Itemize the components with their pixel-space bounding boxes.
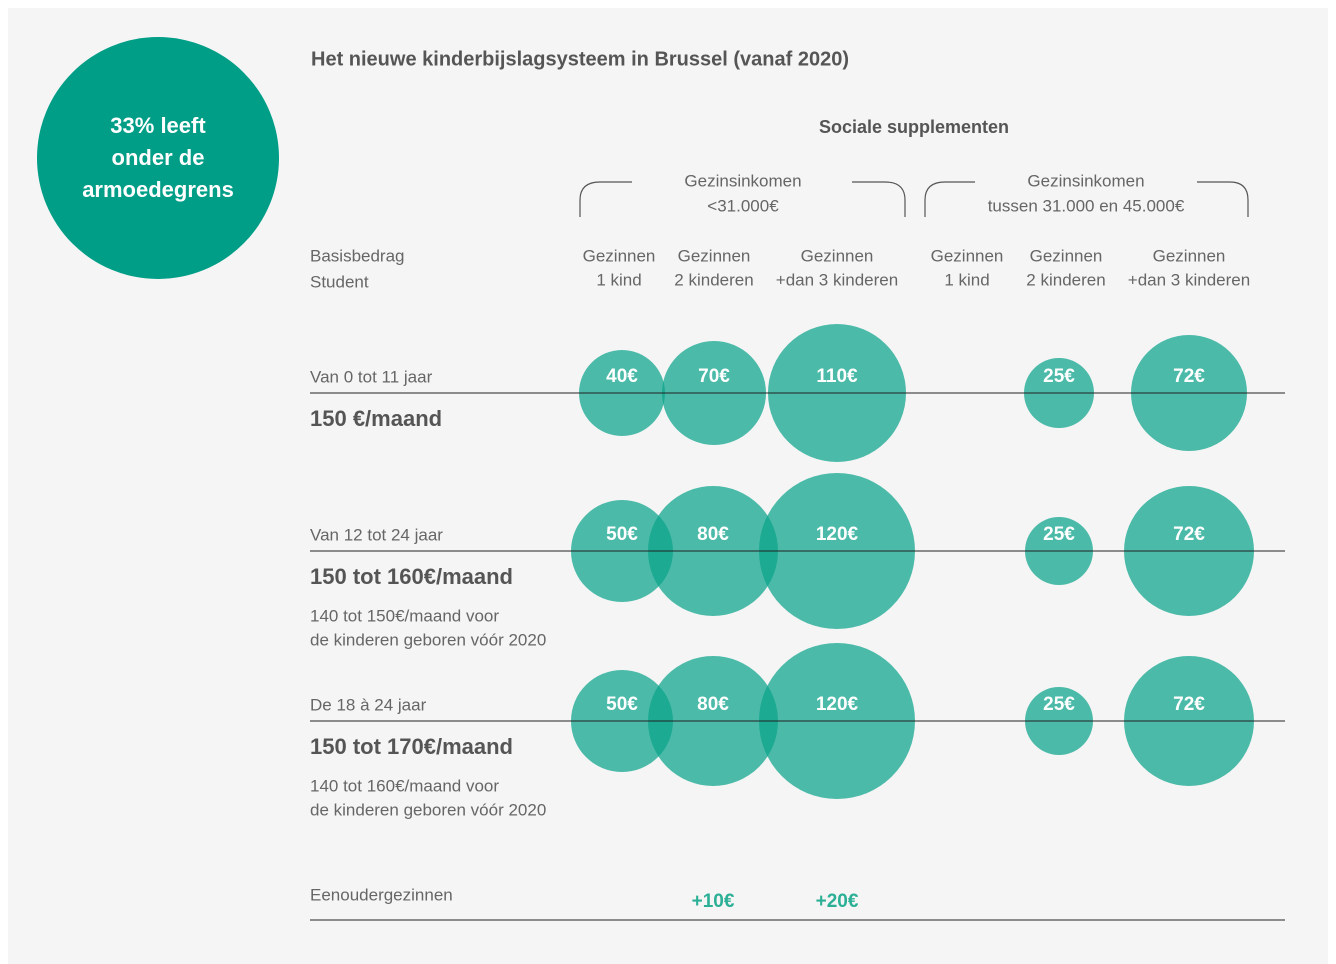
age-label: Van 0 tot 11 jaar: [310, 367, 433, 386]
bubble-label: 25€: [1043, 366, 1075, 387]
bracket: [924, 181, 1249, 217]
bubble-label: 72€: [1173, 524, 1205, 545]
bubble-label: 80€: [697, 694, 729, 715]
single-parent-label: Eenoudergezinnen: [310, 885, 453, 904]
bubble-label: 70€: [698, 366, 730, 387]
column-header: Gezinnen: [1153, 246, 1226, 265]
bubble-label: 72€: [1173, 694, 1205, 715]
column-header: Gezinnen: [583, 246, 656, 265]
note: de kinderen geboren vóór 2020: [310, 630, 546, 649]
column-header: +dan 3 kinderen: [776, 270, 898, 289]
callout-text: armoedegrens: [82, 177, 234, 202]
age-label: De 18 à 24 jaar: [310, 695, 427, 714]
bubble-label: 40€: [606, 366, 638, 387]
extra: +10€: [692, 891, 735, 912]
basis-header: Basisbedrag: [310, 246, 405, 265]
bracket: [579, 181, 906, 217]
bubble-label: 50€: [606, 694, 638, 715]
note: 140 tot 150€/maand voor: [310, 606, 499, 625]
column-header: Gezinnen: [678, 246, 751, 265]
callout-text: 33% leeft: [110, 113, 206, 138]
column-header: 2 kinderen: [1026, 270, 1105, 289]
bubble-label: 25€: [1043, 694, 1075, 715]
bubble-label: 72€: [1173, 366, 1205, 387]
column-header: 1 kind: [596, 270, 641, 289]
column-header: 2 kinderen: [674, 270, 753, 289]
bubble-label: 110€: [816, 366, 858, 387]
column-header: Gezinnen: [1030, 246, 1103, 265]
bubble-label: 80€: [697, 524, 729, 545]
amount: 150 €/maand: [310, 406, 442, 431]
group-label: Gezinsinkomen: [684, 171, 801, 190]
note: 140 tot 160€/maand voor: [310, 776, 499, 795]
extra: +20€: [816, 891, 859, 912]
callout-circle: [37, 37, 279, 279]
age-label: Van 12 tot 24 jaar: [310, 525, 443, 544]
group-label: tussen 31.000 en 45.000€: [988, 196, 1185, 215]
column-header: Gezinnen: [931, 246, 1004, 265]
bubble-label: 25€: [1043, 524, 1075, 545]
group-label: Gezinsinkomen: [1027, 171, 1144, 190]
title: Het nieuwe kinderbijslagsysteem in Bruss…: [311, 48, 849, 70]
bubble-label: 120€: [816, 694, 859, 715]
subtitle: Sociale supplementen: [819, 117, 1009, 137]
amount: 150 tot 170€/maand: [310, 734, 513, 759]
column-header: 1 kind: [944, 270, 989, 289]
amount: 150 tot 160€/maand: [310, 564, 513, 589]
column-header: Gezinnen: [801, 246, 874, 265]
group-label: <31.000€: [707, 196, 779, 215]
bubble-label: 120€: [816, 524, 859, 545]
bubble-label: 50€: [606, 524, 638, 545]
note: de kinderen geboren vóór 2020: [310, 800, 546, 819]
basis-header: Student: [310, 272, 369, 291]
callout-text: onder de: [112, 145, 205, 170]
column-header: +dan 3 kinderen: [1128, 270, 1250, 289]
